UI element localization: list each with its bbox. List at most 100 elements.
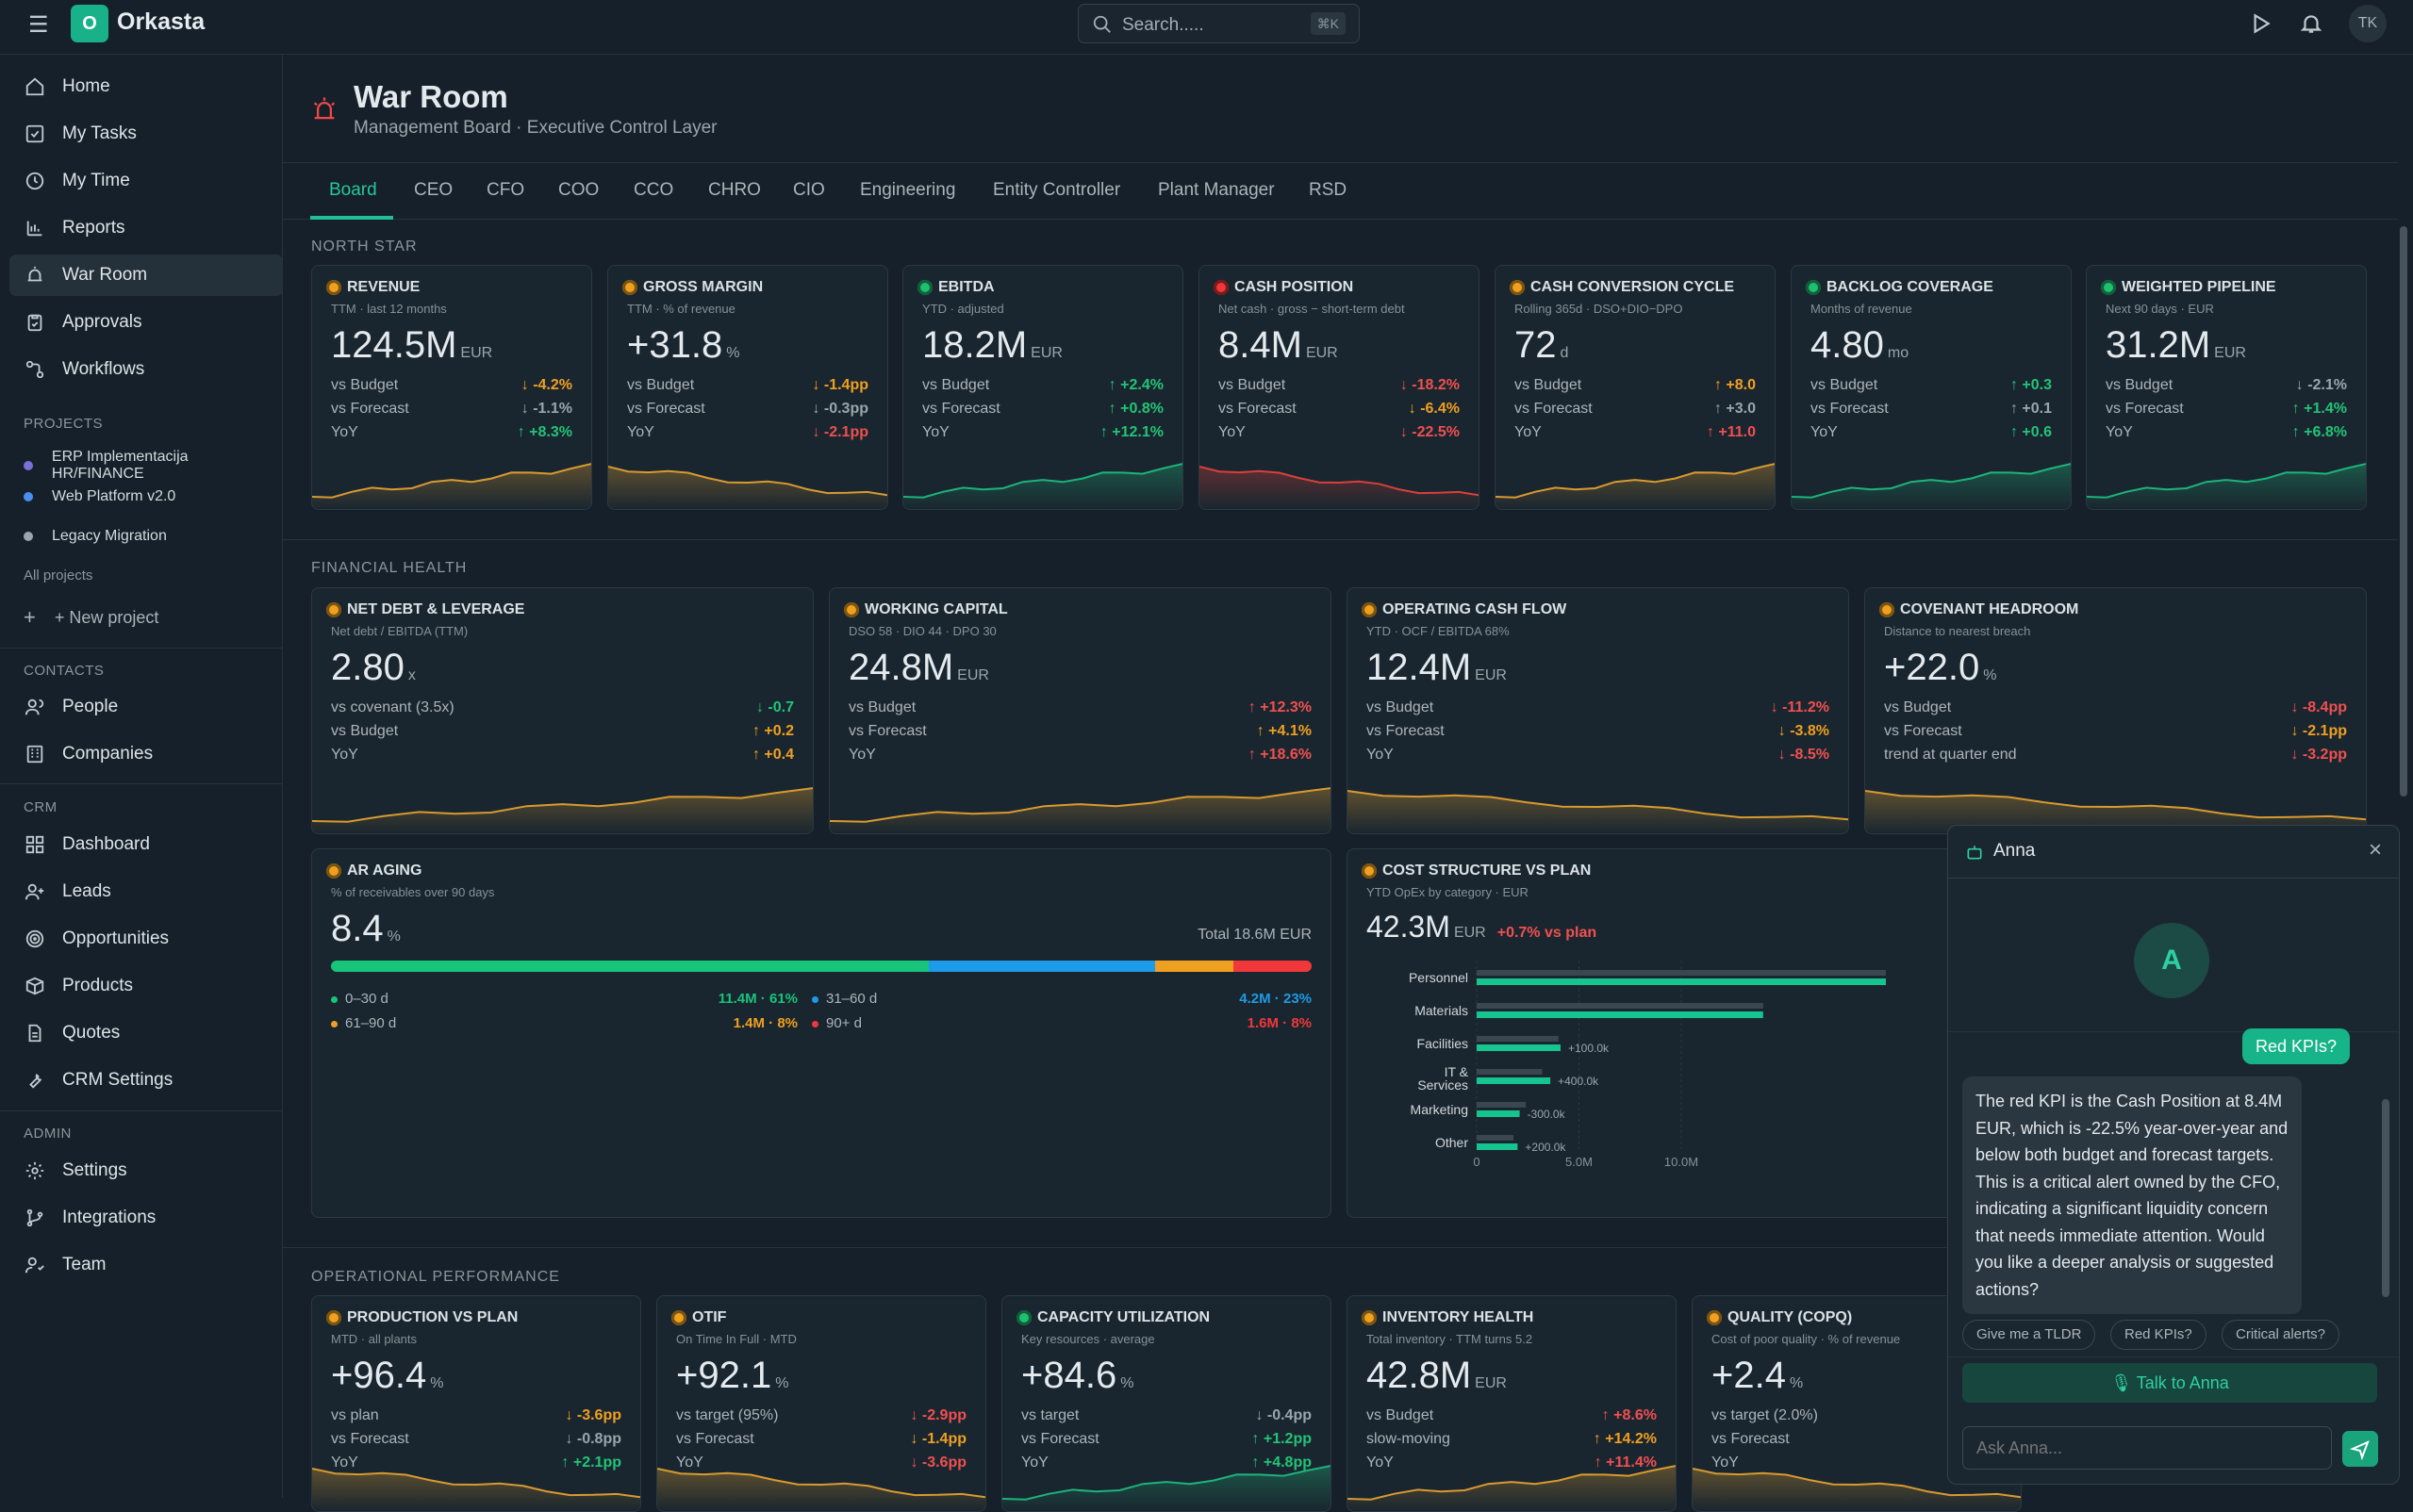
menu-icon[interactable]: ☰ xyxy=(28,12,49,38)
section-north-star: NORTH STAR xyxy=(311,238,418,255)
kpi-card[interactable]: WEIGHTED PIPELINE Next 90 days · EUR 31.… xyxy=(2086,265,2367,510)
search-input[interactable]: Search..... xyxy=(1122,15,1204,35)
send-icon[interactable] xyxy=(2342,1431,2378,1467)
kpi-card[interactable]: CASH CONVERSION CYCLE Rolling 365d · DSO… xyxy=(1495,265,1776,510)
suggestion-chip-tldr[interactable]: Give me a TLDR xyxy=(1962,1320,2096,1350)
card-title: WEIGHTED PIPELINE xyxy=(2101,279,2276,296)
sidebar-item-people[interactable]: People xyxy=(9,686,283,728)
kpi-card[interactable]: EBITDA YTD · adjusted 18.2M EUR vs Budget… xyxy=(902,265,1183,510)
kpi-subtitle: Net debt / EBITDA (TTM) xyxy=(331,624,469,638)
suggestion-chip-red-kpis[interactable]: Red KPIs? xyxy=(2110,1320,2206,1350)
kpi-card[interactable]: COVENANT HEADROOM Distance to nearest br… xyxy=(1864,587,2367,834)
kpi-unit: EUR xyxy=(957,667,989,683)
bell-icon[interactable] xyxy=(2299,11,2323,36)
sidebar-item-approvals[interactable]: Approvals xyxy=(9,302,283,343)
sidebar-item-opportunities[interactable]: Opportunities xyxy=(9,918,283,960)
sidebar-item-reports[interactable]: Reports xyxy=(9,207,283,249)
sidebar-item-workflows[interactable]: Workflows xyxy=(9,349,283,390)
metric-row-label: vs Budget xyxy=(627,377,695,393)
actual-bar xyxy=(1477,1077,1551,1084)
tab-cio[interactable]: CIO xyxy=(793,180,825,200)
metric-row-value: ↓ -18.2% xyxy=(1399,377,1460,393)
kpi-card[interactable]: NET DEBT & LEVERAGE Net debt / EBITDA (T… xyxy=(311,587,814,834)
tab-plant-manager[interactable]: Plant Manager xyxy=(1158,180,1275,200)
divider xyxy=(1948,1031,2399,1032)
project-item[interactable]: Legacy Migration xyxy=(24,528,167,545)
sidebar-item-companies[interactable]: Companies xyxy=(9,733,283,775)
kpi-card[interactable]: PRODUCTION VS PLAN MTD · all plants +96.… xyxy=(311,1295,641,1512)
sparkline xyxy=(830,787,1330,833)
app-logo[interactable]: O xyxy=(71,5,108,42)
sidebar-item-settings[interactable]: Settings xyxy=(9,1150,283,1192)
tab-cco[interactable]: CCO xyxy=(634,180,674,200)
kpi-card[interactable]: CASH POSITION Net cash · gross − short-t… xyxy=(1198,265,1479,510)
kpi-card[interactable]: OTIF On Time In Full · MTD +92.1% vs tar… xyxy=(656,1295,986,1512)
tab-chro[interactable]: CHRO xyxy=(708,180,761,200)
sidebar-item-team[interactable]: Team xyxy=(9,1244,283,1286)
divider xyxy=(283,1247,2398,1248)
kpi-title: COVENANT HEADROOM xyxy=(1900,601,2079,617)
play-icon[interactable] xyxy=(2248,11,2273,36)
kpi-title: REVENUE xyxy=(347,279,421,295)
ar-aging-card[interactable]: AR AGING % of receivables over 90 days 8… xyxy=(311,848,1331,1218)
sidebar-item-integrations[interactable]: Integrations xyxy=(9,1197,283,1239)
tab-rsd[interactable]: RSD xyxy=(1309,180,1347,200)
kpi-card[interactable]: WORKING CAPITAL DSO 58 · DIO 44 · DPO 30… xyxy=(829,587,1331,834)
actual-bar xyxy=(1477,1044,1561,1051)
tab-cfo[interactable]: CFO xyxy=(487,180,525,200)
main-scrollbar[interactable] xyxy=(2400,226,2407,797)
talk-to-anna-button[interactable]: 🎙 Talk to Anna xyxy=(1962,1363,2377,1403)
divider xyxy=(0,783,283,784)
kpi-card[interactable]: GROSS MARGIN TTM · % of revenue +31.8% v… xyxy=(607,265,888,510)
kpi-value-number: 18.2M xyxy=(922,324,1028,366)
new-project-button[interactable]: + + New project xyxy=(24,605,158,630)
kpi-title: GROSS MARGIN xyxy=(643,279,764,295)
sidebar-item-home[interactable]: Home xyxy=(9,66,283,107)
sidebar-item-quotes[interactable]: Quotes xyxy=(9,1012,283,1054)
kpi-card[interactable]: INVENTORY HEALTH Total inventory · TTM t… xyxy=(1347,1295,1677,1512)
suggestion-chip-critical[interactable]: Critical alerts? xyxy=(2222,1320,2340,1350)
user-avatar[interactable]: TK xyxy=(2349,5,2387,42)
sidebar-item-war-room[interactable]: War Room xyxy=(9,255,283,296)
ar-bucket-segment xyxy=(331,961,930,972)
ar-bucket-name: 31–60 d xyxy=(826,991,878,1007)
kpi-unit: % xyxy=(726,345,740,361)
kpi-value-number: 72 xyxy=(1514,324,1557,366)
page-title: War Room xyxy=(354,79,508,114)
sidebar-item-label: Leads xyxy=(62,881,111,901)
cost-structure-card[interactable]: COST STRUCTURE VS PLAN YTD OpEx by categ… xyxy=(1347,848,1959,1218)
metric-row-label: vs Forecast xyxy=(1711,1431,1790,1447)
kpi-card[interactable]: REVENUE TTM · last 12 months 124.5M EUR v… xyxy=(311,265,592,510)
x-tick-label: 0 xyxy=(1473,1155,1479,1169)
category-label: Personnel xyxy=(1409,970,1468,985)
sidebar-item-my-time[interactable]: My Time xyxy=(9,160,283,202)
ar-bucket-value: 4.2M · 23% xyxy=(1239,991,1312,1007)
sidebar-item-label: War Room xyxy=(62,265,148,285)
all-projects-link[interactable]: All projects xyxy=(24,567,93,583)
actual-bar xyxy=(1477,978,1886,985)
sidebar-item-crm-settings[interactable]: CRM Settings xyxy=(9,1060,283,1101)
sidebar-item-products[interactable]: Products xyxy=(9,965,283,1007)
metric-row-label: YoY xyxy=(1218,424,1246,440)
tab-engineering[interactable]: Engineering xyxy=(860,180,956,200)
tab-board[interactable]: Board xyxy=(329,180,377,200)
close-icon[interactable]: × xyxy=(2368,837,2382,863)
kpi-card[interactable]: CAPACITY UTILIZATION Key resources · ave… xyxy=(1001,1295,1331,1512)
tab-ceo[interactable]: CEO xyxy=(414,180,454,200)
metric-row-label: vs Forecast xyxy=(676,1431,754,1447)
chat-scrollbar[interactable] xyxy=(2382,1099,2389,1297)
tab-coo[interactable]: COO xyxy=(558,180,600,200)
project-item[interactable]: Web Platform v2.0 xyxy=(24,488,175,505)
card-title: PRODUCTION VS PLAN xyxy=(326,1309,518,1326)
sidebar-item-leads[interactable]: Leads xyxy=(9,871,283,912)
ar-value: 8.4% xyxy=(331,908,401,950)
metric-row-label: YoY xyxy=(1366,747,1394,763)
kpi-card[interactable]: BACKLOG COVERAGE Months of revenue 4.80 m… xyxy=(1791,265,2072,510)
search-box[interactable]: Search..... ⌘K xyxy=(1078,4,1360,43)
project-item[interactable]: ERP Implementacija HR/FINANCE xyxy=(24,449,282,483)
sidebar-item-dashboard[interactable]: Dashboard xyxy=(9,824,283,865)
kpi-card[interactable]: OPERATING CASH FLOW YTD · OCF / EBITDA 6… xyxy=(1347,587,1849,834)
chat-input[interactable] xyxy=(1962,1426,2332,1470)
tab-entity-controller[interactable]: Entity Controller xyxy=(993,180,1121,200)
sidebar-item-my-tasks[interactable]: My Tasks xyxy=(9,113,283,155)
